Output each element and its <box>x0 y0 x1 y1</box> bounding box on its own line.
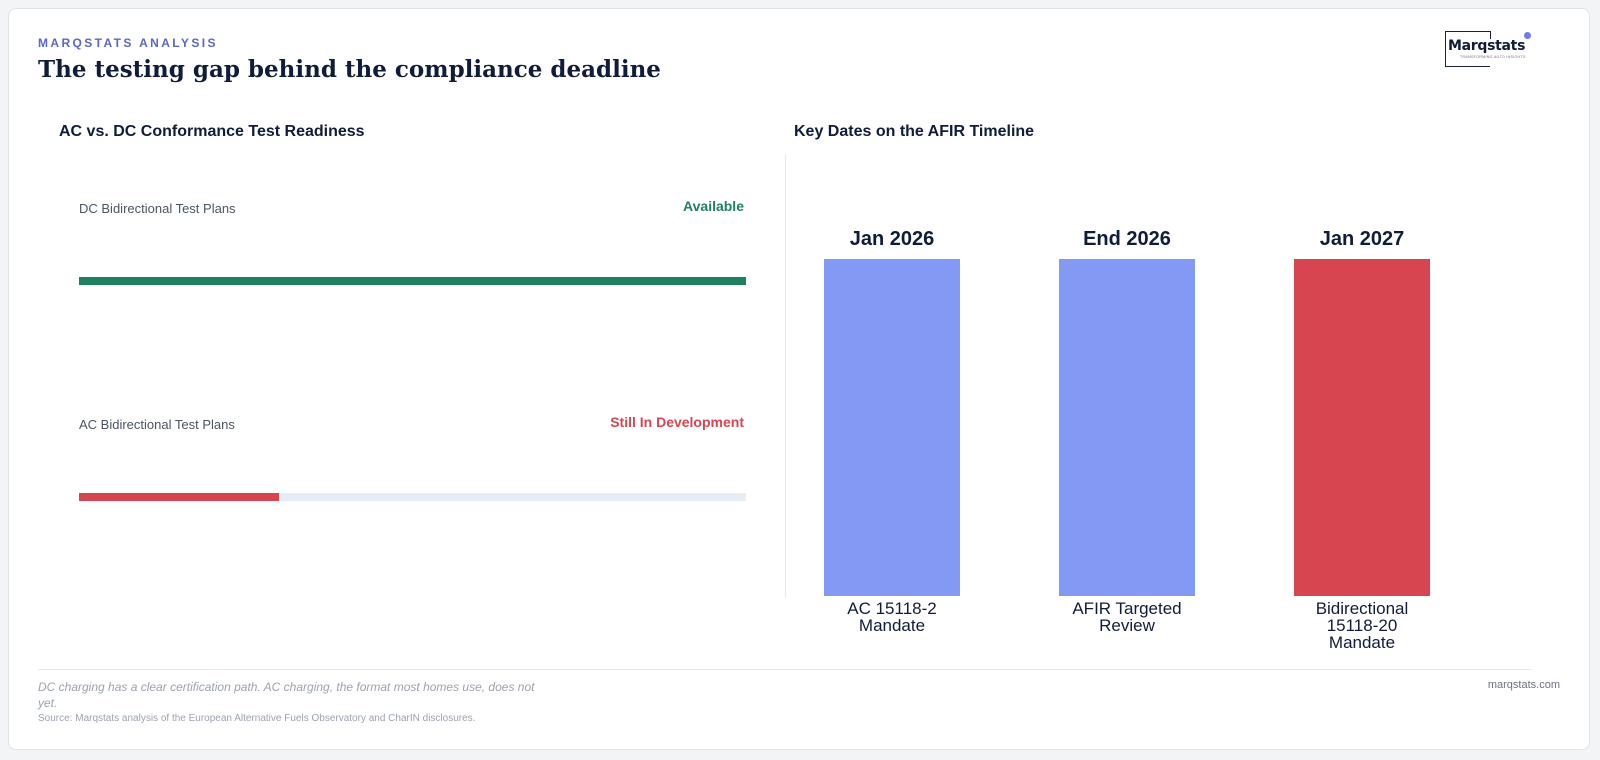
timeline-panel-title: Key Dates on the AFIR Timeline <box>794 123 1035 140</box>
timeline-date-label-2: End 2026 <box>1083 228 1171 250</box>
timeline-category-label-2: AFIR Targeted Review <box>1072 599 1181 635</box>
panel-divider <box>785 155 786 597</box>
page-title: The testing gap behind the compliance de… <box>38 56 661 83</box>
logo-dot-icon <box>1524 32 1531 39</box>
ac-row-label: AC Bidirectional Test Plans <box>79 417 235 432</box>
ac-bar-fill <box>79 493 279 501</box>
ac-bar-track <box>79 493 746 501</box>
timeline-date-label-3: Jan 2027 <box>1320 228 1405 250</box>
timeline-category-label-1: AC 15118-2 Mandate <box>847 599 936 635</box>
footer-source: Source: Marqstats analysis of the Europe… <box>38 713 476 724</box>
dc-bar-fill <box>79 277 746 285</box>
timeline-date-label-1: Jan 2026 <box>850 228 935 250</box>
footer-divider <box>38 669 1532 670</box>
ac-status-label: Still In Development <box>610 414 744 430</box>
timeline-category-label-3: Bidirectional 15118-20 Mandate <box>1316 599 1409 652</box>
logo-frame-tick <box>1490 31 1491 39</box>
marqstats-logo: Marqstats TRANSFORMING AUTO INSIGHTS <box>1445 29 1531 67</box>
logo-wordmark: Marqstats <box>1448 38 1526 54</box>
footer-url-link[interactable]: marqstats.com <box>1487 679 1560 691</box>
timeline-bar-1 <box>824 259 960 596</box>
logo-tagline: TRANSFORMING AUTO INSIGHTS <box>1460 55 1526 59</box>
timeline-bar-3 <box>1294 259 1430 596</box>
footer-note: DC charging has a clear certification pa… <box>38 680 535 710</box>
timeline-bar-2 <box>1059 259 1195 596</box>
dc-bar-track <box>79 277 746 285</box>
report-card: MARQSTATS ANALYSIS The testing gap behin… <box>8 8 1590 750</box>
timeline-chart: Jan 2026 AC 15118-2 Mandate End 2026 AFIR Ta… <box>824 228 1430 652</box>
eyebrow-label: MARQSTATS ANALYSIS <box>38 36 218 50</box>
dc-status-label: Available <box>683 198 744 214</box>
readiness-panel-title: AC vs. DC Conformance Test Readiness <box>59 123 365 140</box>
dc-row-label: DC Bidirectional Test Plans <box>79 201 236 216</box>
logo-frame <box>1445 31 1490 67</box>
